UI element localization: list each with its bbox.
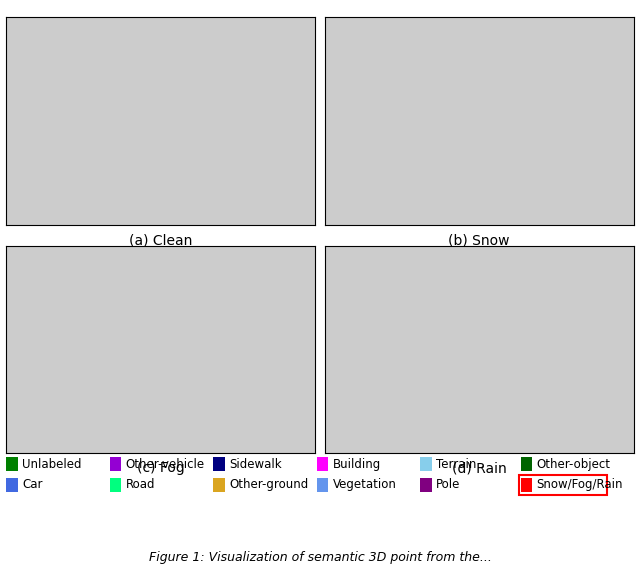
Text: Unlabeled: Unlabeled xyxy=(22,458,81,471)
Text: Pole: Pole xyxy=(436,478,460,491)
Bar xyxy=(521,457,532,471)
Bar xyxy=(317,457,328,471)
Text: Figure 1: Visualization of semantic 3D point from the...: Figure 1: Visualization of semantic 3D p… xyxy=(148,551,492,564)
Bar xyxy=(420,478,431,492)
Text: Sidewalk: Sidewalk xyxy=(229,458,282,471)
Text: Road: Road xyxy=(125,478,155,491)
Bar xyxy=(519,475,607,495)
Bar xyxy=(317,478,328,492)
Text: Snow/Fog/Rain: Snow/Fog/Rain xyxy=(536,478,623,491)
Text: Terrain: Terrain xyxy=(436,458,476,471)
Bar xyxy=(420,457,431,471)
Text: Other-object: Other-object xyxy=(536,458,611,471)
Bar xyxy=(213,478,225,492)
Text: Other-vehicle: Other-vehicle xyxy=(125,458,205,471)
Text: Car: Car xyxy=(22,478,43,491)
Text: Vegetation: Vegetation xyxy=(333,478,396,491)
Text: (a) Clean: (a) Clean xyxy=(129,233,193,247)
Bar xyxy=(6,478,18,492)
Text: (d) Rain: (d) Rain xyxy=(452,462,506,475)
Text: Building: Building xyxy=(333,458,381,471)
Bar xyxy=(213,457,225,471)
Bar xyxy=(110,457,121,471)
Text: (c) Fog: (c) Fog xyxy=(137,462,185,475)
Text: Other-ground: Other-ground xyxy=(229,478,308,491)
Bar xyxy=(110,478,121,492)
Bar xyxy=(521,478,532,492)
Bar xyxy=(6,457,18,471)
Text: (b) Snow: (b) Snow xyxy=(449,233,510,247)
